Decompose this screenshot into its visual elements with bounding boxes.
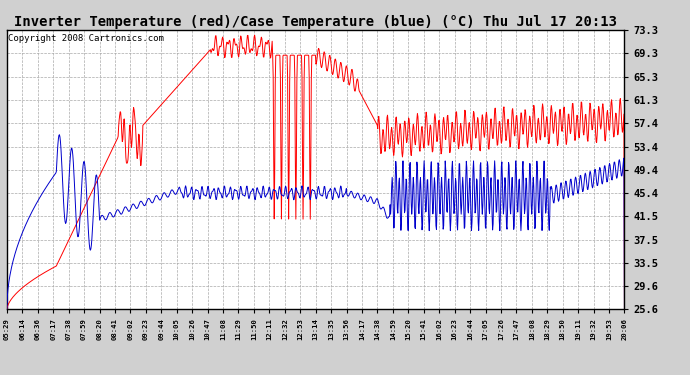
Title: Inverter Temperature (red)/Case Temperature (blue) (°C) Thu Jul 17 20:13: Inverter Temperature (red)/Case Temperat… — [14, 15, 617, 29]
Text: Copyright 2008 Cartronics.com: Copyright 2008 Cartronics.com — [8, 34, 164, 43]
